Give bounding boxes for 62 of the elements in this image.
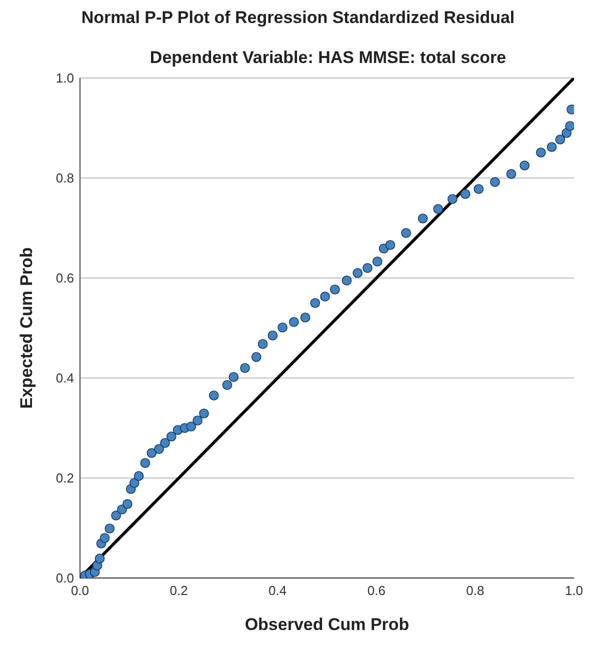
point — [111, 510, 121, 520]
point — [288, 317, 299, 327]
y-tick-label: 1.0 — [56, 70, 74, 86]
point — [300, 312, 310, 322]
x-tick-label: 0.6 — [367, 583, 386, 598]
point — [186, 422, 196, 432]
point — [401, 228, 411, 238]
point — [460, 189, 470, 199]
point — [199, 408, 209, 418]
point — [208, 390, 219, 400]
point — [490, 177, 500, 187]
point — [192, 416, 202, 426]
point — [129, 478, 140, 488]
point — [352, 268, 363, 278]
point — [342, 276, 352, 286]
point — [362, 263, 372, 273]
point — [418, 214, 428, 224]
point — [555, 134, 566, 144]
chart-subtitle: Dependent Variable: HAS MMSE: total score — [148, 48, 508, 68]
point — [433, 204, 444, 214]
point — [565, 121, 574, 131]
y-tick-label: 0.6 — [56, 270, 74, 286]
point — [146, 448, 157, 458]
x-axis-title: Observed Cum Prob — [244, 615, 410, 634]
point — [166, 432, 176, 442]
point — [258, 339, 268, 349]
x-tick-label: 0.2 — [170, 583, 188, 598]
point — [228, 372, 239, 382]
point — [104, 524, 115, 534]
x-tick-label: 0.4 — [268, 583, 287, 598]
point — [330, 284, 340, 294]
point — [222, 380, 232, 390]
point — [154, 444, 164, 454]
y-tick-label: 0.0 — [56, 570, 74, 586]
x-tick-label: 0.0 — [70, 583, 90, 598]
chart-title: Normal P-P Plot of Regression Standardized Residual — [80, 8, 516, 28]
point — [536, 148, 546, 158]
point — [372, 256, 382, 266]
point — [100, 533, 110, 543]
point — [310, 298, 320, 308]
x-tick-label: 0.8 — [466, 583, 484, 598]
point — [278, 322, 288, 332]
point — [546, 142, 557, 152]
point — [268, 330, 278, 340]
point — [320, 292, 330, 302]
point — [160, 438, 170, 448]
y-tick-label: 0.2 — [56, 470, 74, 486]
point — [134, 471, 144, 481]
point — [240, 363, 250, 373]
point — [506, 169, 516, 179]
point — [140, 458, 150, 468]
x-tick-label: 1.0 — [564, 583, 584, 598]
point — [448, 194, 458, 204]
y-tick-label: 0.8 — [56, 170, 74, 186]
y-axis-title: Expected Cum Prob — [17, 247, 36, 409]
point — [520, 160, 530, 170]
y-tick-label: 0.4 — [56, 370, 74, 386]
point — [251, 352, 262, 362]
point — [385, 240, 396, 250]
point — [94, 554, 105, 564]
point — [474, 184, 484, 194]
point — [122, 499, 132, 509]
